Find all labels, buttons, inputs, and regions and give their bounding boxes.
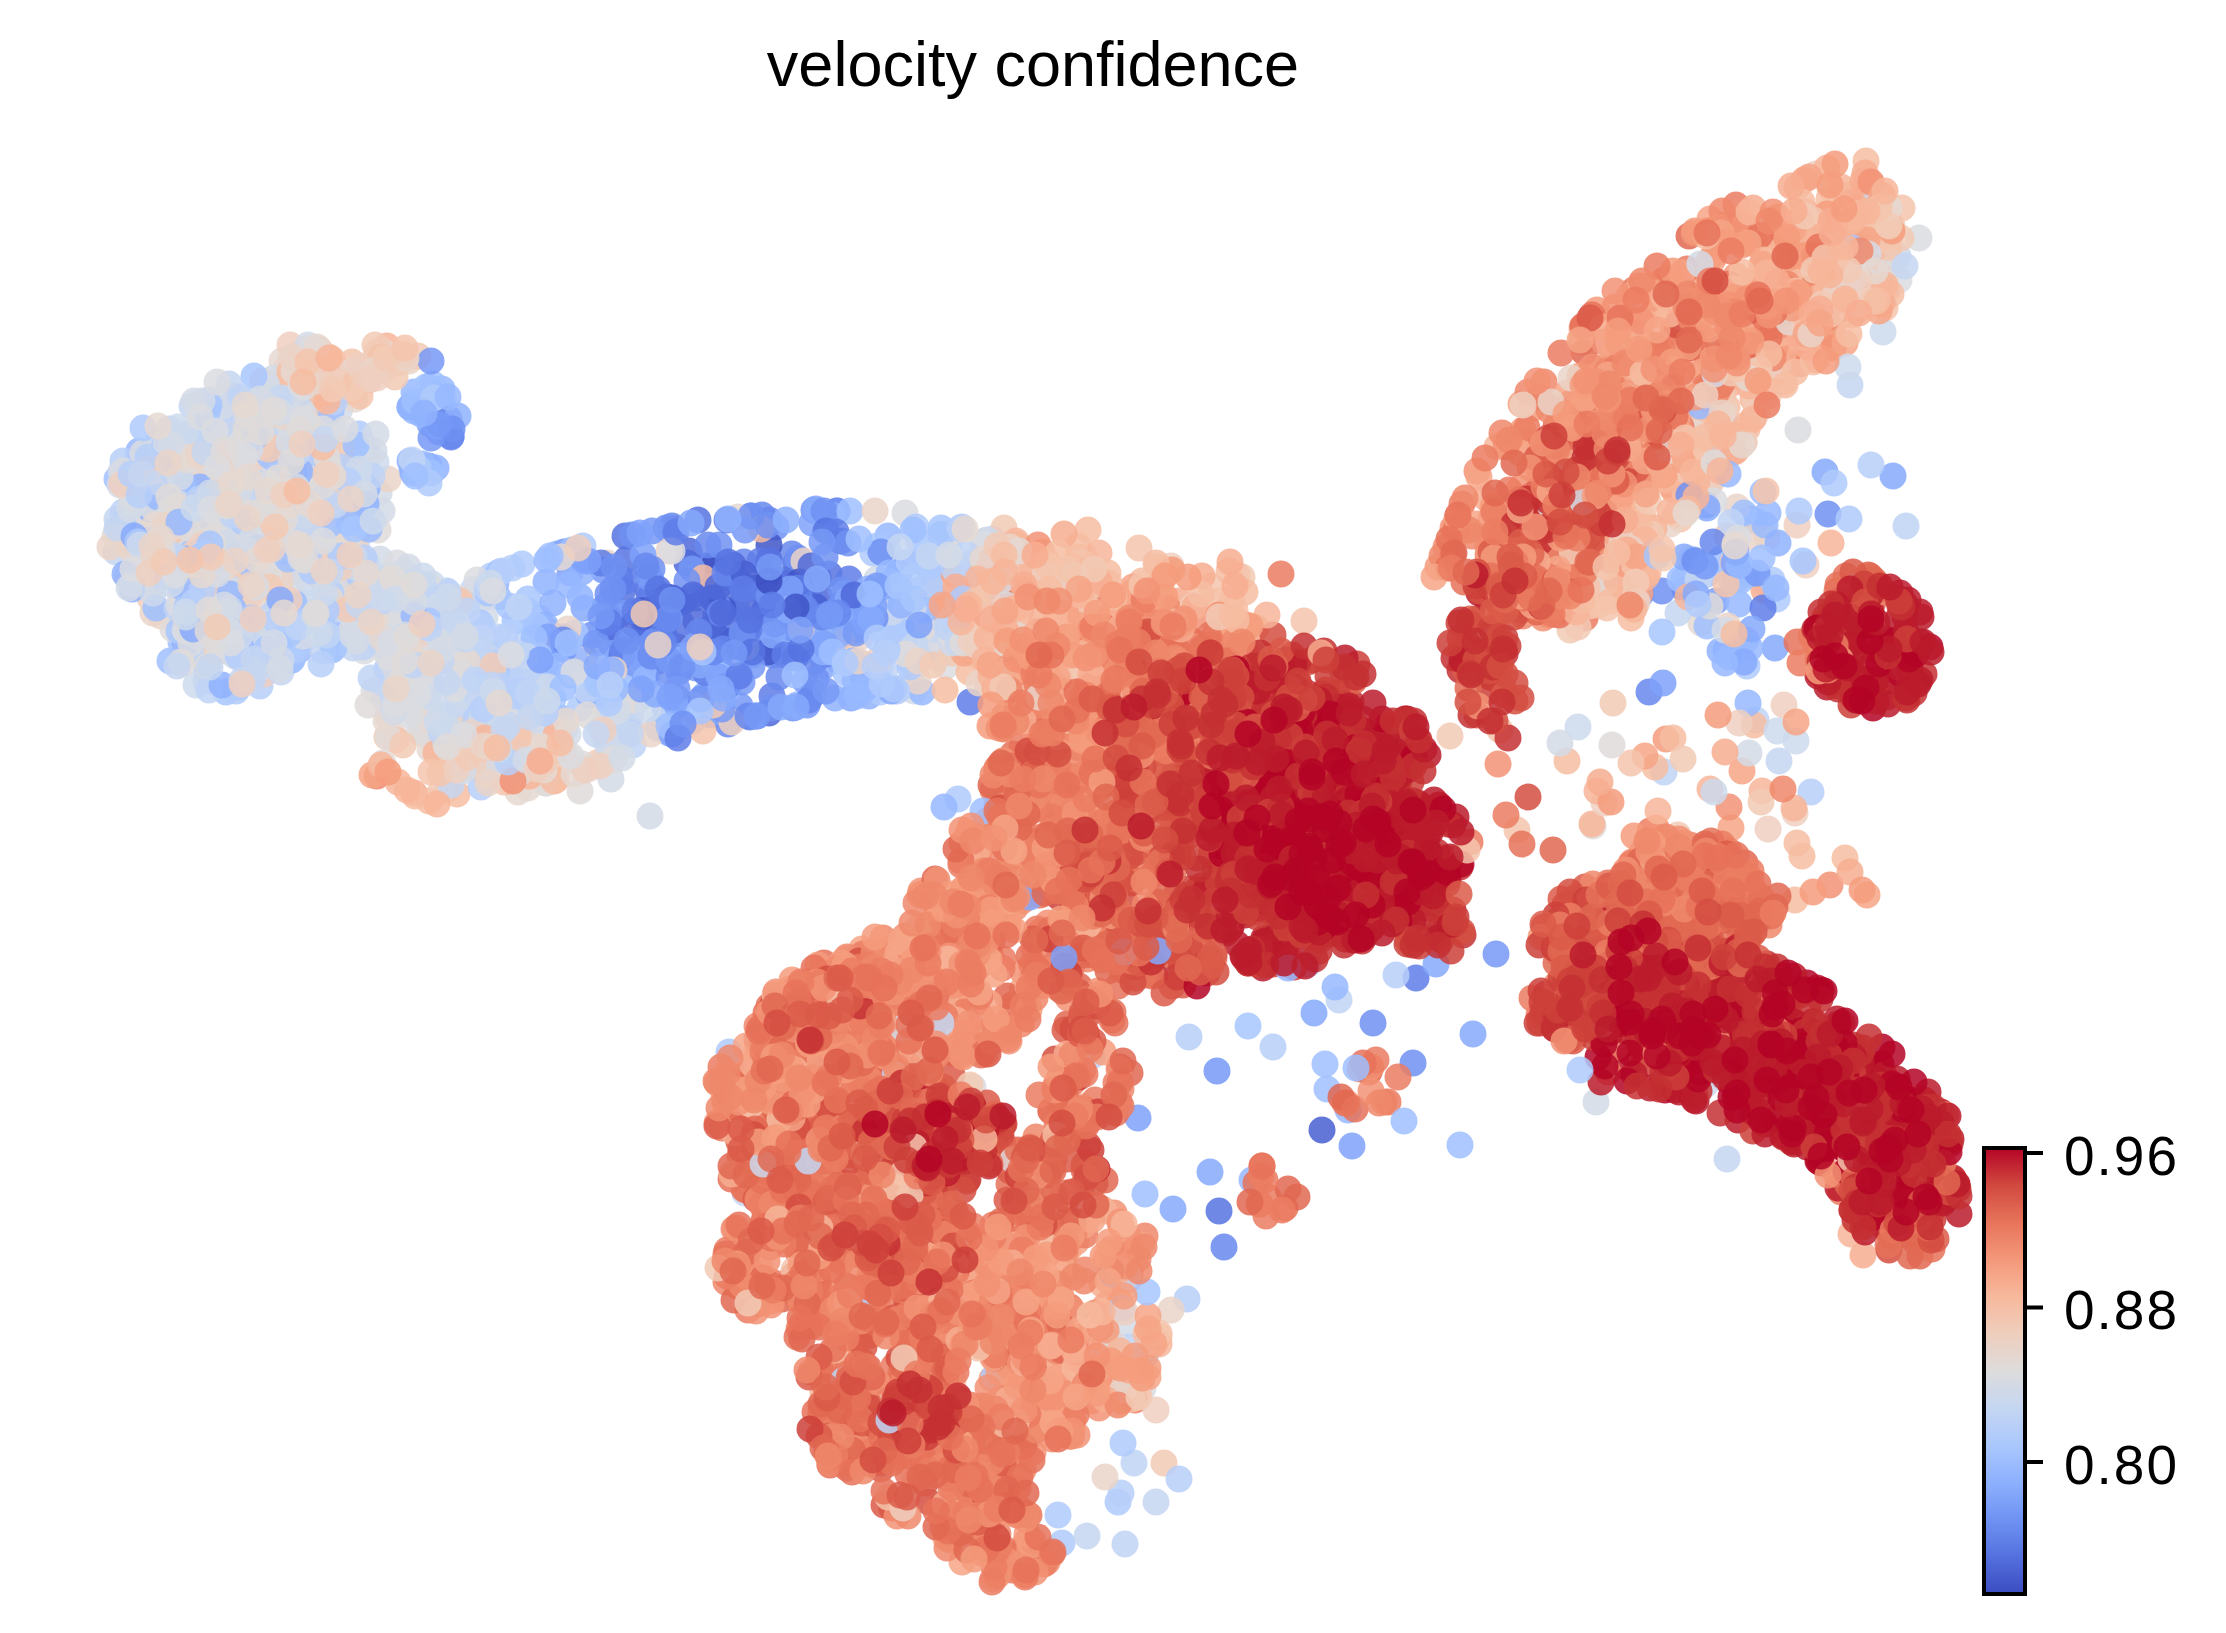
svg-text:velocity confidence: velocity confidence xyxy=(767,29,1299,99)
svg-text:0.96: 0.96 xyxy=(2064,1125,2179,1187)
svg-text:0.88: 0.88 xyxy=(2064,1279,2179,1341)
svg-text:0.80: 0.80 xyxy=(2064,1434,2179,1496)
